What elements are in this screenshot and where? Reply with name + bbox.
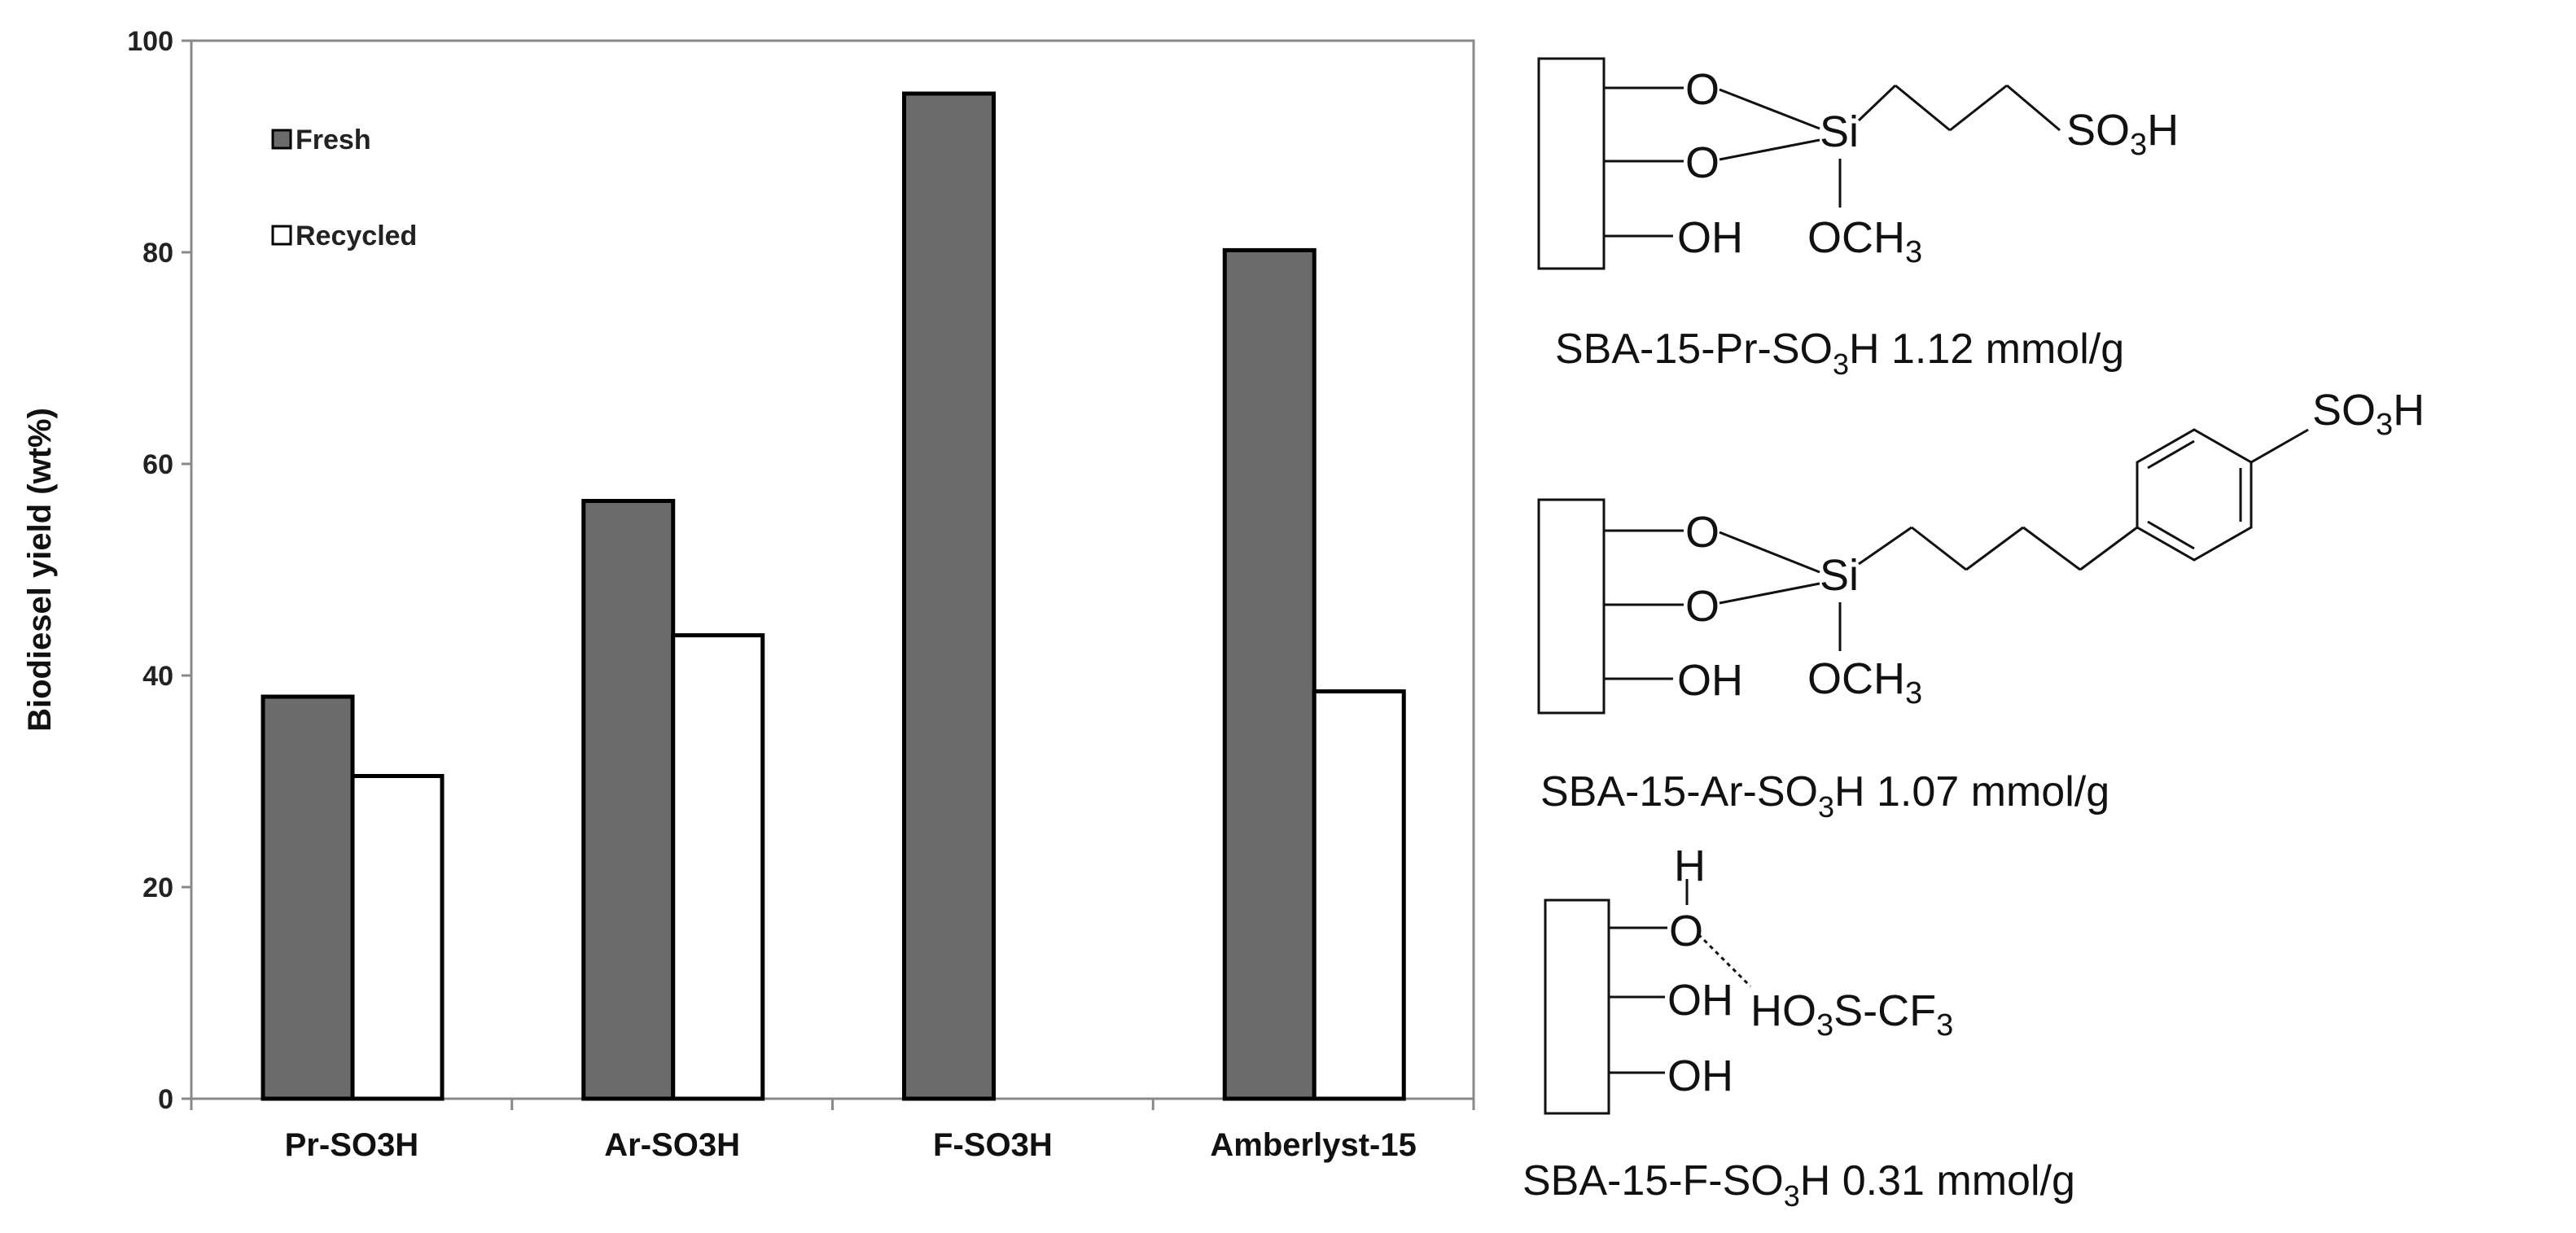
bar-recycled-1 [671, 633, 765, 1101]
atom-oh-pr: OH [1677, 213, 1743, 262]
caption-sba15-ar-so3h: SBA-15-Ar-SO3H 1.07 mmol/g [1540, 768, 2109, 824]
so3h-main: SO [2066, 106, 2130, 155]
atom-oh-ar: OH [1677, 656, 1743, 705]
atom-h-f: H [1674, 842, 1706, 890]
x-category-label: Ar-SO3H [604, 1127, 740, 1163]
bar-fresh-3 [1222, 247, 1316, 1101]
caption-pre: SBA-15-Pr-SO [1555, 326, 1833, 373]
y-tick-label: 100 [127, 26, 173, 57]
subscript-3: 3 [1816, 1008, 1833, 1043]
support-surface-ar [1537, 498, 1606, 715]
bar-fresh-2 [902, 91, 996, 1101]
caption-post: H 1.12 mmol/g [1849, 326, 2124, 373]
subscript-3: 3 [1905, 676, 1922, 711]
atom-si-ar: Si [1820, 551, 1859, 600]
x-category-label: Pr-SO3H [285, 1127, 419, 1163]
structure-pr-so3h [1537, 57, 2061, 270]
caption-sub: 3 [1833, 348, 1849, 381]
caption-sba15-f-so3h: SBA-15-F-SO3H 0.31 mmol/g [1522, 1157, 2075, 1213]
support-surface-pr [1537, 57, 1606, 270]
group-so3h-ar: SO3H [2312, 386, 2425, 442]
caption-post: H 1.07 mmol/g [1834, 768, 2109, 815]
y-tick-label: 40 [142, 661, 173, 692]
caption-sub: 3 [1784, 1179, 1800, 1213]
so3h-h: H [2393, 386, 2425, 435]
atom-o-pr-1: O [1685, 65, 1720, 114]
bar-fresh-0 [261, 694, 355, 1101]
atom-o-f: O [1669, 907, 1703, 955]
legend-label-fresh: Fresh [296, 125, 371, 155]
atom-o-ar-1: O [1685, 508, 1720, 557]
y-tick-label: 0 [158, 1084, 173, 1115]
caption-sub: 3 [1818, 790, 1834, 824]
subscript-3: 3 [2130, 128, 2147, 162]
structure-f-so3h [1544, 879, 1752, 1115]
och3-main: OCH [1807, 654, 1905, 703]
subscript-3: 3 [1905, 235, 1922, 269]
legend-swatch-recycled [271, 225, 292, 246]
so3h-h: H [2147, 106, 2179, 155]
atom-si-pr: Si [1820, 107, 1859, 156]
group-och3-pr: OCH3 [1807, 213, 1922, 269]
subscript-3: 3 [2376, 408, 2393, 442]
och3-main: OCH [1807, 213, 1905, 262]
y-axis-label: Biodiesel yield (wt%) [22, 408, 58, 732]
group-ho3s-cf3: HO3S-CF3 [1750, 986, 1953, 1043]
caption-pre: SBA-15-F-SO [1522, 1157, 1784, 1205]
y-tick-label: 60 [142, 449, 173, 480]
bar-recycled-3 [1312, 689, 1406, 1101]
x-category-label: F-SO3H [933, 1127, 1053, 1163]
group-och3-ar: OCH3 [1807, 654, 1922, 711]
catalyst-structures-panel: O O OH Si OCH3 SO3H SBA-15-Pr-SO3H 1.12 … [1522, 57, 2425, 1213]
bar-recycled-0 [350, 774, 445, 1101]
atom-o-ar-2: O [1685, 582, 1720, 631]
caption-sba15-pr-so3h: SBA-15-Pr-SO3H 1.12 mmol/g [1555, 326, 2124, 381]
legend-label-recycled: Recycled [296, 221, 417, 251]
bar-fresh-1 [581, 499, 676, 1101]
legend: Fresh Recycled [271, 125, 417, 251]
ho3s-tail: S-CF [1833, 986, 1936, 1035]
ho3s-main: HO [1750, 986, 1816, 1035]
benzene-ring [2136, 428, 2253, 562]
biodiesel-yield-bar-chart: 0 20 40 60 80 100 Pr-SO3H Ar-SO3H F-SO3H Amberlys… [22, 26, 1475, 1163]
y-tick-label: 80 [142, 238, 173, 269]
atom-o-pr-2: O [1685, 138, 1720, 187]
x-category-label: Amberlyst-15 [1210, 1127, 1416, 1163]
group-so3h-pr: SO3H [2066, 106, 2179, 162]
atom-oh-f-2: OH [1667, 1052, 1733, 1100]
support-surface-f [1544, 899, 1610, 1115]
atom-oh-f-1: OH [1667, 976, 1733, 1025]
y-tick-label: 20 [142, 872, 173, 903]
legend-swatch-fresh [271, 129, 292, 150]
subscript-3: 3 [1936, 1008, 1953, 1043]
caption-pre: SBA-15-Ar-SO [1540, 768, 1818, 815]
plot-area: 0 20 40 60 80 100 Pr-SO3H Ar-SO3H F-SO3H Amberlys… [127, 26, 1475, 1163]
so3h-main: SO [2312, 386, 2376, 435]
structure-ar-so3h [1537, 428, 2309, 715]
caption-post: H 0.31 mmol/g [1800, 1157, 2075, 1205]
